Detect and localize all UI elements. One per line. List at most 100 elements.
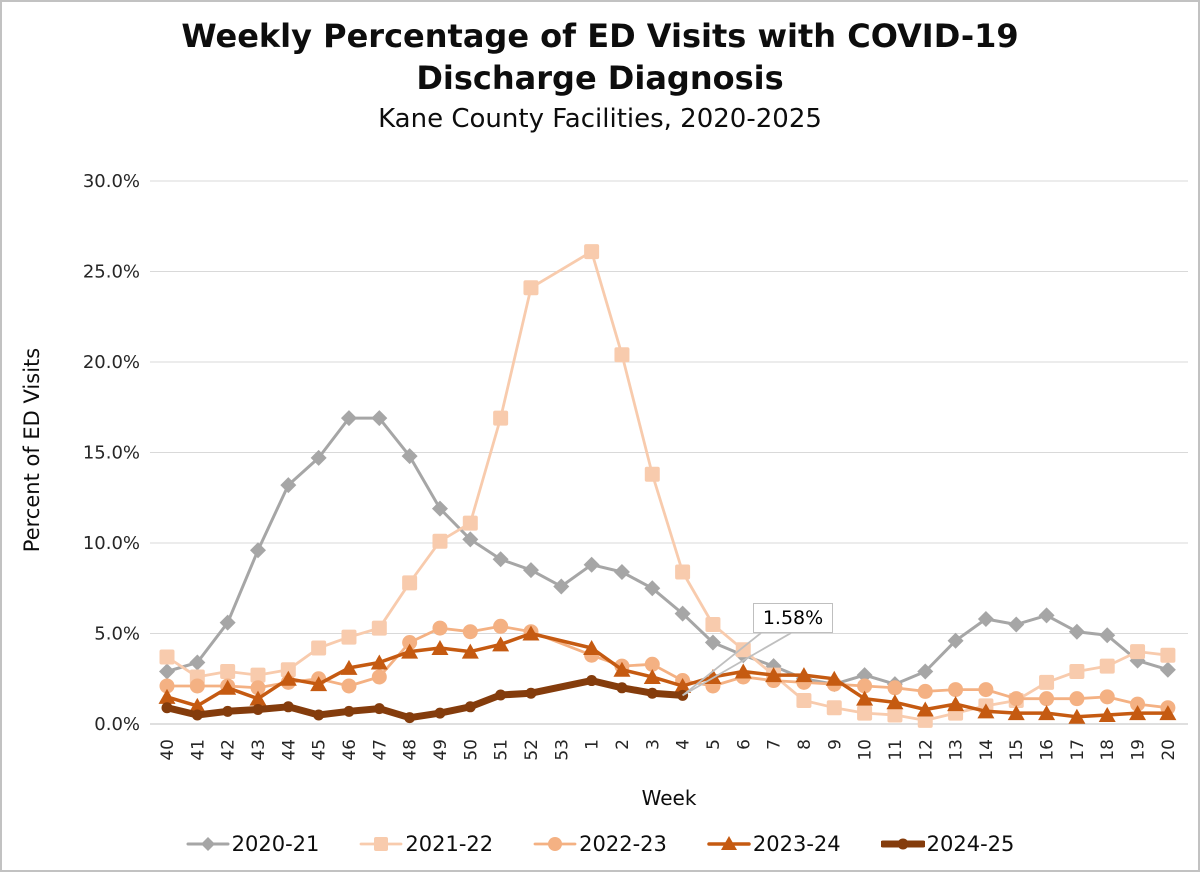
marker-square <box>402 575 418 591</box>
marker-square <box>857 705 873 721</box>
marker-square <box>705 616 721 632</box>
marker-bold-circle <box>586 675 598 687</box>
x-tick-label: 12 <box>916 739 936 761</box>
x-tick-label: 18 <box>1098 739 1118 761</box>
chart-subtitle: Kane County Facilities, 2020-2025 <box>378 104 822 134</box>
legend-label-2021-22: 2021-22 <box>405 832 494 856</box>
marker-diamond <box>917 663 934 680</box>
marker-diamond <box>977 611 994 628</box>
marker-triangle <box>1159 705 1177 721</box>
marker-square <box>917 712 933 728</box>
x-tick-label: 6 <box>734 739 754 750</box>
marker-triangle <box>401 643 419 659</box>
marker-circle <box>917 683 933 699</box>
legend-label-2023-24: 2023-24 <box>752 832 841 856</box>
x-tick-label: 17 <box>1068 739 1088 761</box>
marker-diamond <box>492 551 509 568</box>
legend-label-2020-21: 2020-21 <box>231 832 320 856</box>
marker-triangle <box>674 677 692 693</box>
marker-bold-circle <box>616 682 628 694</box>
marker-triangle <box>431 639 449 655</box>
marker-bold-circle <box>495 689 507 701</box>
marker-diamond <box>644 580 661 597</box>
y-tick-label: 10.0% <box>83 533 140 554</box>
marker-triangle <box>310 676 328 692</box>
marker-square <box>1039 674 1055 690</box>
marker-square <box>493 410 509 426</box>
marker-bold-circle <box>525 687 537 699</box>
marker-circle <box>402 635 418 651</box>
x-tick-label: 53 <box>552 739 572 761</box>
marker-triangle <box>158 688 176 704</box>
x-tick-label: 20 <box>1159 739 1179 761</box>
marker-triangle <box>522 625 540 641</box>
marker-triangle <box>1129 705 1147 721</box>
marker-diamond <box>249 542 266 559</box>
marker-square <box>159 649 175 665</box>
marker-square <box>1069 664 1085 680</box>
marker-square <box>584 244 600 260</box>
x-tick-label: 7 <box>765 739 785 750</box>
y-tick-label: 0.0% <box>94 714 140 735</box>
marker-triangle <box>340 659 358 675</box>
marker-circle <box>341 678 357 694</box>
x-tick-label: 19 <box>1129 739 1149 761</box>
marker-circle <box>857 678 873 694</box>
x-tick-label: 5 <box>704 739 724 750</box>
marker-circle <box>189 678 205 694</box>
marker-triangle <box>279 670 297 686</box>
x-axis-title: Week <box>641 786 697 810</box>
marker-diamond <box>522 562 539 579</box>
marker-triangle <box>249 690 267 706</box>
data-label-callout: 1.58% <box>753 603 833 633</box>
callout-leader-line <box>682 632 762 697</box>
marker-square <box>432 533 448 549</box>
marker-circle <box>1099 689 1115 705</box>
marker-triangle <box>795 667 813 683</box>
x-tick-label: 41 <box>188 739 208 761</box>
marker-square <box>371 620 387 636</box>
marker-diamond <box>1068 623 1085 640</box>
marker-square <box>1099 658 1115 674</box>
marker-triangle <box>825 670 843 686</box>
marker-circle <box>978 682 994 698</box>
marker-bold-circle <box>343 705 355 717</box>
series-line-2020-21 <box>165 416 1170 686</box>
marker-triangle <box>1068 708 1086 724</box>
marker-triangle <box>765 667 783 683</box>
x-tick-label: 16 <box>1038 739 1058 761</box>
marker-square <box>614 347 630 363</box>
marker-diamond <box>1038 607 1055 624</box>
marker-circle <box>1069 691 1085 707</box>
marker-square <box>220 664 236 680</box>
marker-triangle <box>461 643 479 659</box>
marker-diamond <box>280 477 297 494</box>
marker-diamond <box>310 449 327 466</box>
marker-diamond <box>371 410 388 427</box>
marker-bold-circle <box>252 704 264 716</box>
x-tick-label: 49 <box>431 739 451 761</box>
marker-triangle <box>856 690 874 706</box>
marker-diamond <box>674 605 691 622</box>
marker-square <box>250 667 266 683</box>
marker-bold-circle <box>191 709 203 721</box>
marker-diamond <box>1008 616 1025 633</box>
legend-item-2023-24: 2023-24 <box>707 832 841 856</box>
marker-circle <box>493 618 509 634</box>
marker-triangle <box>1098 706 1116 722</box>
marker-diamond <box>219 614 236 631</box>
x-tick-label: 15 <box>1007 739 1027 761</box>
chart-title-text: Weekly Percentage of ED Visits with COVI… <box>181 17 1019 97</box>
y-tick-label: 25.0% <box>83 262 140 283</box>
marker-circle <box>1130 696 1146 712</box>
legend-item-2021-22: 2021-22 <box>359 832 493 856</box>
x-tick-label: 13 <box>947 739 967 761</box>
marker-bold-circle <box>373 703 385 715</box>
marker-triangle <box>977 703 995 719</box>
marker-circle <box>1008 691 1024 707</box>
y-tick-label: 30.0% <box>83 171 140 192</box>
marker-triangle <box>370 654 388 670</box>
x-tick-label: 46 <box>340 739 360 761</box>
